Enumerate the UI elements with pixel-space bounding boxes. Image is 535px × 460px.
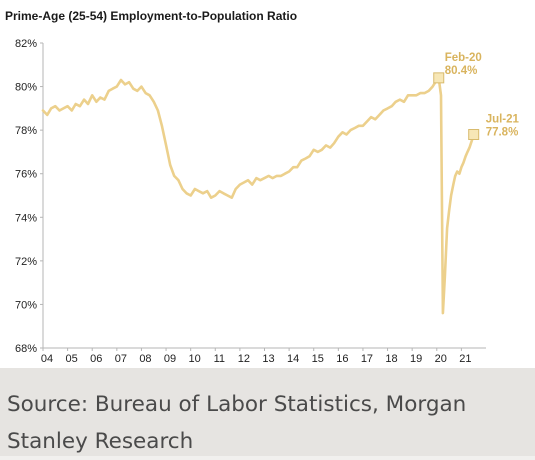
x-tick-label: 20 [435, 353, 447, 365]
y-tick-label: 82% [15, 38, 37, 50]
x-tick-label: 14 [287, 353, 299, 365]
annotation-date-label: Jul-21 [486, 114, 520, 126]
x-tick-label: 04 [41, 353, 53, 365]
y-tick-label: 78% [15, 125, 37, 137]
chart-title: Prime-Age (25-54) Employment-to-Populati… [5, 9, 298, 23]
annotation-marker [433, 72, 445, 84]
annotation-date-label: Feb-20 [445, 52, 482, 64]
x-tick-label: 16 [336, 353, 348, 365]
x-tick-label: 07 [115, 353, 127, 365]
annotation-value-label: 77.8% [486, 127, 519, 139]
y-tick-label: 76% [15, 169, 37, 181]
annotation-value-label: 80.4% [445, 65, 478, 77]
x-tick-label: 10 [189, 353, 201, 365]
y-tick-label: 72% [15, 256, 37, 268]
x-tick-label: 17 [361, 353, 373, 365]
x-tick-label: 19 [410, 353, 422, 365]
x-tick-label: 21 [459, 353, 471, 365]
source-text: Source: Bureau of Labor Statistics, Morg… [7, 392, 467, 454]
x-tick-label: 15 [312, 353, 324, 365]
series-line [41, 76, 475, 315]
x-tick-label: 08 [139, 353, 151, 365]
x-tick-label: 13 [262, 353, 274, 365]
x-tick-label: 09 [164, 353, 176, 365]
x-tick-label: 06 [90, 353, 102, 365]
y-tick-label: 70% [15, 299, 37, 311]
y-tick-label: 68% [15, 343, 37, 355]
y-tick-label: 74% [15, 212, 37, 224]
x-tick-label: 12 [238, 353, 250, 365]
y-tick-label: 80% [15, 82, 37, 94]
x-tick-label: 11 [214, 353, 225, 365]
x-tick-label: 05 [65, 353, 77, 365]
annotation-marker [468, 129, 480, 140]
source-caption: Source: Bureau of Labor Statistics, Morg… [0, 368, 535, 456]
chart-svg: 68% 70% 72% 74% 76% 78% 80% 82% 04 05 06 07 08 09 10 11… [15, 38, 520, 365]
chart-figure: 68% 70% 72% 74% 76% 78% 80% 82% 04 05 06 07 08 09 10 11… [0, 0, 535, 368]
x-tick-label: 18 [385, 353, 397, 365]
